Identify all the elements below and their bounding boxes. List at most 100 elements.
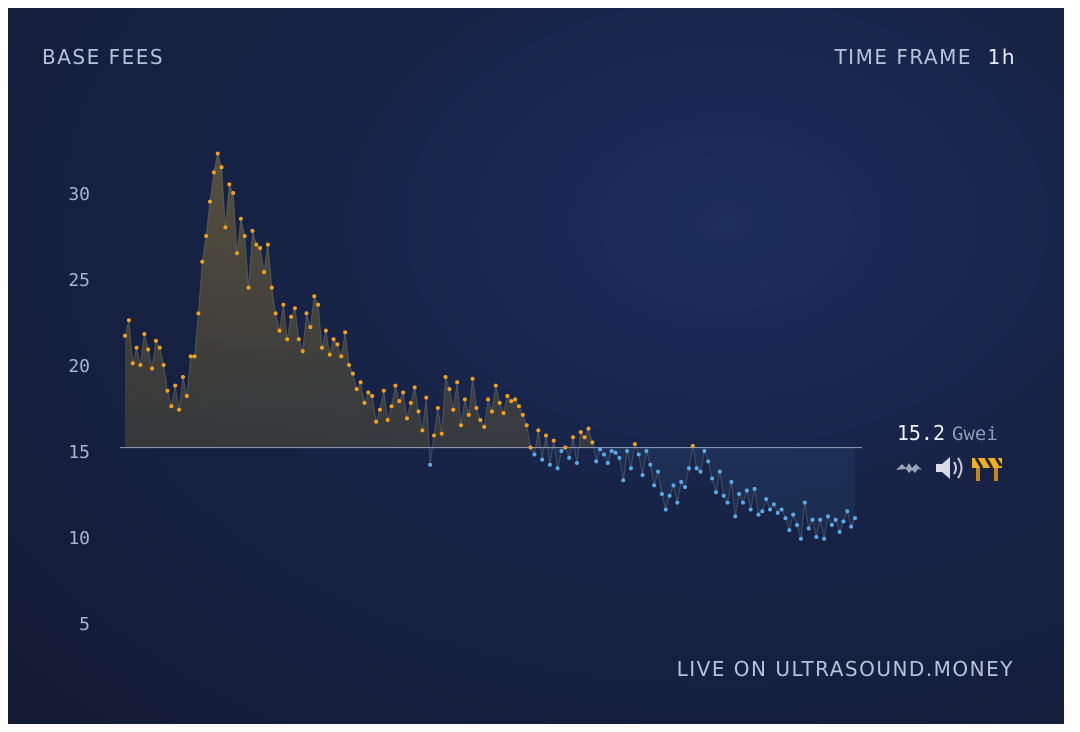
point bbox=[238, 216, 243, 221]
point bbox=[582, 435, 587, 440]
point bbox=[211, 170, 216, 175]
point bbox=[169, 404, 174, 409]
point bbox=[497, 400, 502, 405]
point bbox=[841, 519, 846, 524]
point bbox=[408, 400, 413, 405]
point bbox=[737, 492, 742, 496]
point bbox=[725, 500, 730, 505]
point bbox=[227, 182, 232, 187]
point bbox=[544, 433, 549, 438]
point bbox=[262, 270, 267, 275]
point bbox=[304, 311, 309, 316]
point bbox=[273, 311, 278, 316]
point bbox=[621, 478, 626, 483]
point bbox=[300, 349, 305, 354]
point bbox=[173, 383, 178, 388]
point bbox=[667, 493, 672, 498]
point bbox=[470, 376, 475, 381]
point bbox=[200, 259, 205, 264]
point bbox=[764, 497, 769, 502]
point bbox=[385, 418, 390, 423]
point bbox=[134, 345, 139, 350]
current-unit: Gwei bbox=[952, 423, 998, 445]
point bbox=[474, 406, 479, 410]
point bbox=[733, 514, 738, 519]
point bbox=[814, 535, 819, 539]
current-value: 15.2 bbox=[897, 421, 945, 445]
line bbox=[124, 153, 856, 539]
point bbox=[377, 407, 382, 412]
point bbox=[779, 507, 784, 512]
point bbox=[748, 507, 753, 512]
y-tick-label: 20 bbox=[68, 356, 90, 377]
footer: LIVE ON ULTRASOUND.MONEY bbox=[677, 657, 1014, 681]
point bbox=[706, 459, 711, 464]
point bbox=[316, 302, 321, 307]
point bbox=[783, 516, 788, 521]
point bbox=[431, 433, 436, 438]
point bbox=[478, 418, 483, 423]
point bbox=[771, 502, 776, 507]
point bbox=[489, 409, 494, 414]
point bbox=[331, 337, 336, 342]
point bbox=[358, 380, 363, 385]
point bbox=[192, 354, 197, 359]
point bbox=[644, 449, 649, 453]
point bbox=[459, 423, 464, 428]
point bbox=[760, 509, 765, 514]
point bbox=[598, 447, 603, 452]
point bbox=[822, 536, 827, 541]
point bbox=[362, 400, 367, 405]
point bbox=[594, 459, 599, 464]
point bbox=[833, 517, 838, 522]
point bbox=[389, 404, 394, 409]
point bbox=[652, 483, 657, 488]
point bbox=[849, 524, 854, 529]
point bbox=[787, 528, 792, 533]
point bbox=[493, 383, 498, 388]
point bbox=[628, 466, 633, 471]
point bbox=[401, 390, 406, 395]
point bbox=[713, 490, 718, 495]
point bbox=[586, 426, 591, 431]
point bbox=[551, 438, 556, 443]
time-frame-value[interactable]: 1h bbox=[988, 45, 1016, 69]
y-tick-label: 15 bbox=[68, 442, 90, 463]
point bbox=[265, 242, 270, 247]
y-tick-label: 5 bbox=[79, 614, 90, 635]
speaker-waves bbox=[953, 457, 963, 479]
point bbox=[559, 449, 564, 453]
point bbox=[366, 390, 371, 395]
point bbox=[462, 397, 467, 402]
point bbox=[235, 251, 240, 256]
point bbox=[744, 488, 749, 493]
point bbox=[443, 375, 448, 380]
point bbox=[153, 338, 158, 343]
point bbox=[690, 443, 695, 448]
point bbox=[740, 500, 745, 505]
point bbox=[393, 383, 398, 388]
point bbox=[605, 461, 610, 466]
point bbox=[825, 514, 830, 519]
point bbox=[381, 388, 386, 393]
point bbox=[254, 242, 259, 247]
point bbox=[397, 399, 402, 404]
point bbox=[215, 151, 220, 156]
point bbox=[308, 325, 313, 330]
point bbox=[721, 493, 726, 498]
barrier-leg bbox=[976, 468, 980, 481]
point bbox=[188, 354, 193, 359]
point bbox=[513, 397, 518, 402]
point bbox=[609, 449, 614, 453]
barrier-icon bbox=[972, 458, 1002, 468]
point bbox=[590, 440, 595, 445]
speaker-icon bbox=[936, 457, 950, 479]
point bbox=[312, 294, 317, 299]
point bbox=[775, 510, 780, 515]
point bbox=[404, 416, 409, 421]
point bbox=[528, 445, 533, 450]
point bbox=[567, 455, 572, 460]
point bbox=[296, 337, 301, 342]
point bbox=[574, 461, 579, 466]
